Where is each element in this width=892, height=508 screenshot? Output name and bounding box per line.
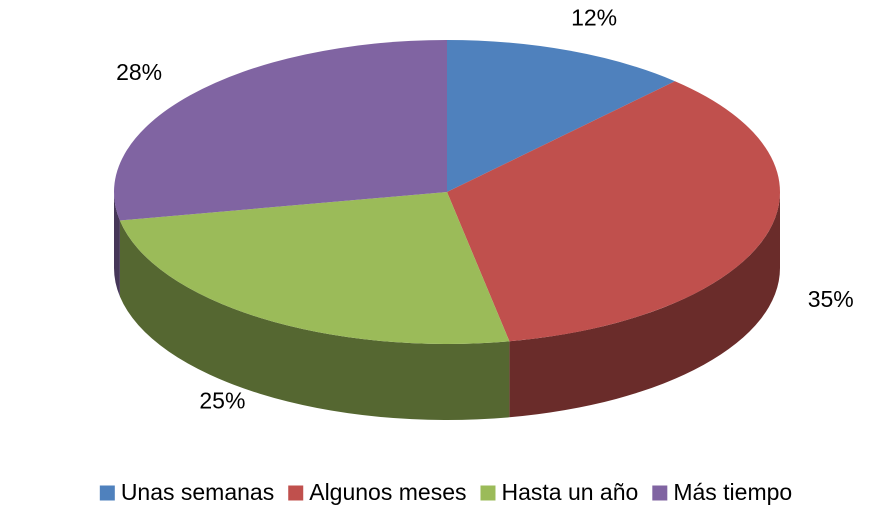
legend-swatch bbox=[480, 485, 496, 501]
legend-label: Unas semanas bbox=[121, 479, 274, 505]
slice-side bbox=[119, 220, 510, 420]
data-label: 25% bbox=[199, 387, 245, 413]
legend-swatch bbox=[288, 485, 304, 501]
slice-side bbox=[114, 192, 120, 297]
slice bbox=[447, 40, 675, 192]
slice bbox=[119, 192, 510, 344]
slice bbox=[447, 81, 780, 342]
slice bbox=[113, 40, 447, 221]
data-label: 28% bbox=[116, 59, 162, 85]
data-label: 35% bbox=[808, 286, 854, 312]
legend-swatch bbox=[652, 485, 668, 501]
legend-label: Algunos meses bbox=[309, 479, 466, 505]
legend-swatch bbox=[99, 485, 115, 501]
data-label: 12% bbox=[571, 5, 617, 31]
slice-side bbox=[509, 192, 780, 418]
legend-label: Más tiempo bbox=[673, 479, 792, 505]
legend-label: Hasta un año bbox=[501, 479, 638, 505]
